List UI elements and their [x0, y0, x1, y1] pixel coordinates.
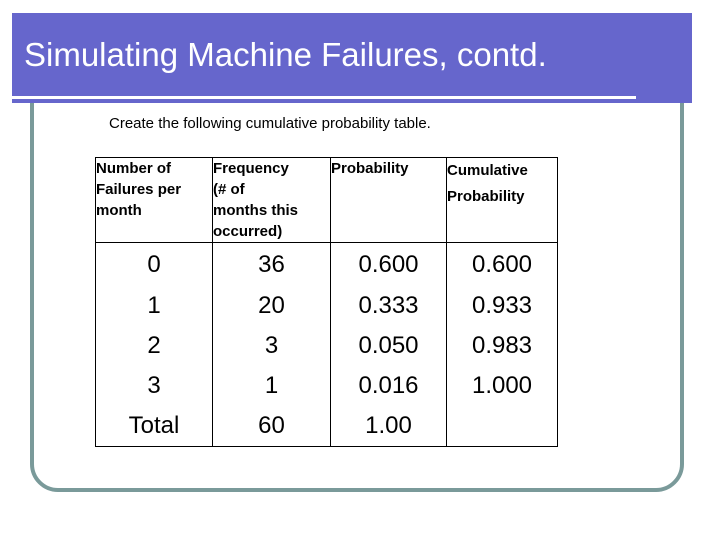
probability-cell: 0.050: [330, 325, 447, 366]
failures-cell: 3: [95, 365, 213, 406]
total-cumulative-cell: [446, 405, 558, 447]
table-row: 0 36 0.600 0.600: [95, 242, 558, 286]
table-total-row: Total 60 1.00: [95, 405, 558, 447]
title-underline: [12, 96, 636, 99]
header-failures-per-month: Number of Failures per month: [95, 157, 213, 243]
failures-cell: 2: [95, 325, 213, 366]
cumulative-cell: 0.983: [446, 325, 558, 366]
cumulative-probability-table: Number of Failures per month Frequency (…: [95, 157, 558, 447]
failures-cell: 1: [95, 285, 213, 326]
header-probability: Probability: [330, 157, 447, 243]
title-bar: [12, 13, 692, 103]
table-row: 2 3 0.050 0.983: [95, 325, 558, 366]
table-row: 1 20 0.333 0.933: [95, 285, 558, 326]
slide-subtitle: Create the following cumulative probabil…: [109, 115, 431, 132]
cumulative-cell: 0.600: [446, 242, 558, 286]
probability-cell: 0.600: [330, 242, 447, 286]
probability-cell: 0.333: [330, 285, 447, 326]
table-header-row: Number of Failures per month Frequency (…: [95, 157, 558, 243]
header-cumulative-probability: Cumulative Probability: [446, 157, 558, 243]
table-row: 3 1 0.016 1.000: [95, 365, 558, 406]
frequency-cell: 1: [212, 365, 331, 406]
probability-cell: 0.016: [330, 365, 447, 406]
total-label-cell: Total: [95, 405, 213, 447]
cumulative-cell: 0.933: [446, 285, 558, 326]
frequency-cell: 20: [212, 285, 331, 326]
slide-title: Simulating Machine Failures, contd.: [24, 36, 547, 73]
total-probability-cell: 1.00: [330, 405, 447, 447]
header-frequency: Frequency (# of months this occurred): [212, 157, 331, 243]
cumulative-cell: 1.000: [446, 365, 558, 406]
frequency-cell: 36: [212, 242, 331, 286]
frequency-cell: 3: [212, 325, 331, 366]
failures-cell: 0: [95, 242, 213, 286]
total-frequency-cell: 60: [212, 405, 331, 447]
